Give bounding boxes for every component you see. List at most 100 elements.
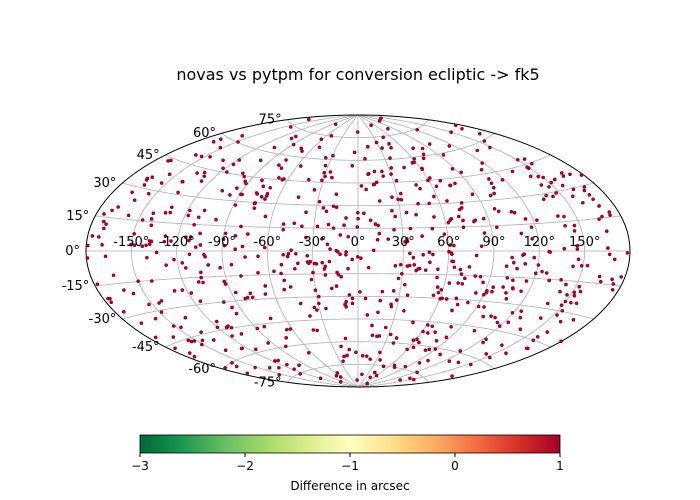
data-point: [489, 314, 493, 318]
data-point: [272, 145, 277, 150]
data-point: [188, 208, 192, 213]
data-point: [344, 216, 348, 220]
data-point: [262, 324, 267, 329]
data-point: [412, 263, 417, 267]
data-point: [390, 208, 394, 213]
data-point: [416, 201, 420, 206]
data-point: [352, 150, 357, 155]
data-point: [359, 256, 363, 261]
data-point: [501, 285, 505, 289]
data-point: [221, 166, 225, 171]
data-point: [411, 345, 416, 350]
data-point: [433, 347, 438, 351]
data-point: [242, 174, 246, 179]
data-point: [398, 262, 403, 267]
data-point: [343, 336, 348, 341]
data-point: [102, 212, 106, 216]
data-point: [427, 250, 432, 255]
data-point: [572, 290, 577, 295]
chart-title: novas vs pytpm for conversion ecliptic -…: [176, 65, 539, 84]
data-point: [368, 218, 373, 223]
data-point: [572, 223, 577, 228]
data-point: [223, 231, 228, 236]
data-point: [445, 199, 449, 203]
data-point: [412, 160, 416, 165]
data-point: [239, 224, 243, 229]
data-point: [381, 364, 386, 369]
data-point: [535, 335, 540, 339]
data-point: [515, 157, 520, 162]
data-point: [360, 372, 364, 377]
data-point: [455, 302, 460, 307]
data-point: [481, 314, 486, 319]
data-point: [466, 300, 470, 305]
data-point: [540, 269, 544, 274]
data-point: [304, 235, 308, 240]
data-point: [597, 274, 602, 279]
data-point: [408, 226, 413, 231]
data-point: [282, 287, 286, 292]
data-point: [254, 347, 258, 352]
data-point: [236, 140, 240, 144]
data-point: [551, 194, 555, 199]
data-point: [202, 170, 207, 175]
data-point: [342, 223, 346, 227]
data-point: [194, 153, 198, 157]
data-point: [571, 264, 575, 269]
latitude-tick-labels: 75° 60° 45° 30° 15° 0° -15° -30° -45° -60° -75°: [62, 113, 282, 391]
data-point: [317, 301, 321, 306]
data-point: [452, 243, 456, 248]
data-point: [500, 178, 505, 182]
data-point: [379, 116, 383, 120]
data-point: [312, 188, 317, 192]
data-point: [487, 355, 492, 360]
parallel: [122, 295, 594, 320]
data-point: [167, 172, 172, 177]
data-point: [196, 280, 201, 284]
data-point: [258, 158, 263, 163]
data-point: [380, 146, 384, 150]
data-point: [394, 336, 399, 340]
data-point: [277, 365, 281, 370]
data-point: [582, 185, 587, 189]
data-point: [291, 142, 296, 147]
data-point: [515, 266, 519, 271]
data-point: [176, 190, 180, 195]
data-point: [545, 330, 550, 334]
lon-tick-label: 60°: [437, 235, 460, 250]
data-point: [233, 290, 238, 295]
data-point: [183, 315, 188, 320]
data-point: [444, 297, 449, 301]
data-point: [457, 214, 461, 219]
data-point: [329, 134, 334, 138]
data-point: [103, 254, 108, 259]
data-point: [294, 134, 298, 139]
data-point: [323, 273, 328, 277]
data-point: [518, 315, 523, 320]
data-point: [324, 306, 328, 311]
data-point: [317, 294, 321, 299]
data-point: [339, 344, 343, 349]
data-point: [268, 185, 273, 190]
data-point: [388, 332, 393, 337]
data-point: [530, 237, 534, 241]
data-point: [218, 265, 222, 270]
data-point: [378, 350, 382, 355]
data-point: [591, 197, 595, 202]
data-point: [218, 137, 223, 141]
data-point: [469, 362, 473, 367]
data-point: [442, 232, 447, 236]
data-point: [243, 296, 248, 301]
data-point: [374, 140, 379, 145]
data-point: [519, 289, 523, 294]
data-point: [405, 347, 409, 352]
data-point: [600, 214, 604, 219]
data-point: [342, 354, 346, 359]
data-point: [524, 279, 529, 283]
data-point: [511, 286, 515, 291]
lon-tick-label: 0°: [351, 235, 366, 250]
longitude-tick-labels: -150° -120° -90° -60° -30° 0° 30° 60° 90° 120° 150…: [113, 235, 600, 250]
data-point: [391, 341, 396, 345]
data-point: [122, 288, 126, 292]
data-point: [199, 154, 204, 159]
